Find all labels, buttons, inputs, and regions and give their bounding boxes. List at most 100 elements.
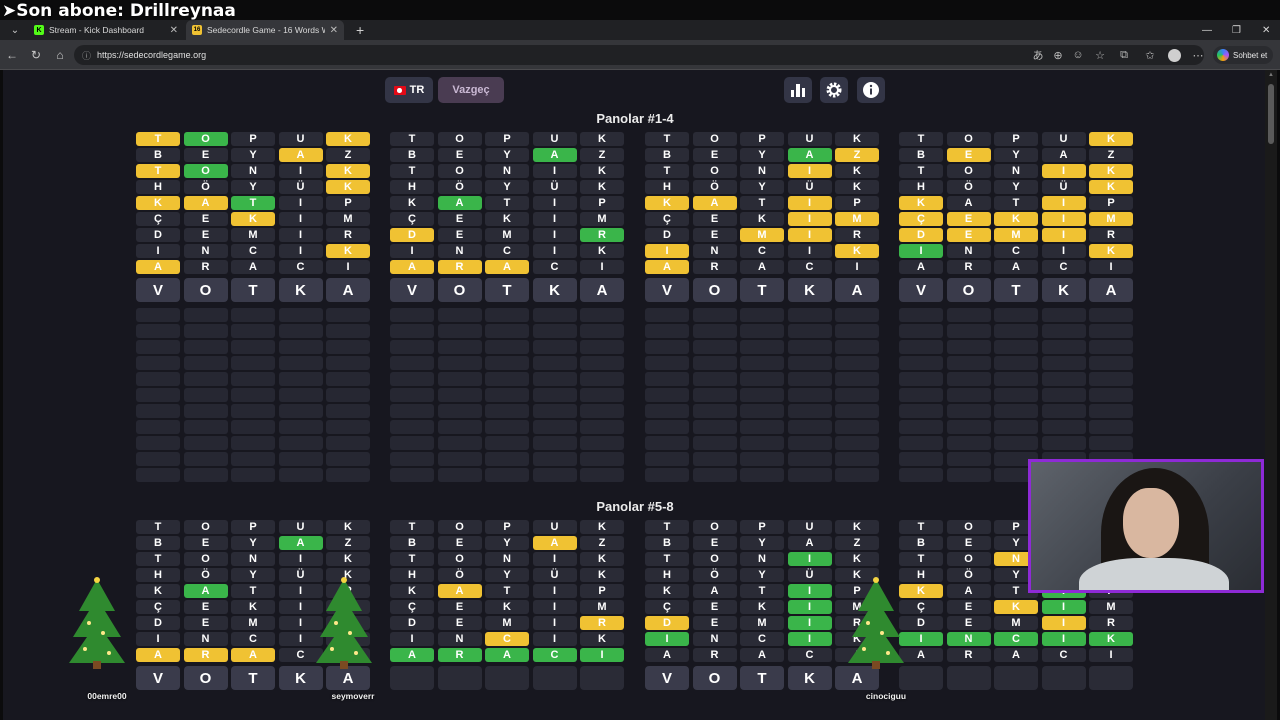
letter-tile: A: [532, 536, 577, 550]
letter-tile: I: [278, 164, 323, 178]
extensions-icon[interactable]: ⧉: [1120, 48, 1128, 61]
letter-tile: T: [994, 584, 1038, 598]
close-window-icon[interactable]: ✕: [1262, 24, 1271, 36]
letter-tile: R: [946, 260, 991, 274]
letter-tile: I: [532, 616, 577, 630]
empty-tile: [835, 388, 879, 402]
empty-tile: [645, 468, 689, 482]
letter-tile: P: [580, 196, 624, 210]
close-tab-icon[interactable]: ✕: [169, 24, 178, 36]
current-guess-tile: [899, 666, 943, 690]
empty-tile: [787, 388, 832, 402]
url-field[interactable]: ⓘ https://sedecordlegame.org: [74, 45, 1204, 65]
letter-tile: Ç: [899, 212, 943, 226]
letter-tile: I: [1041, 616, 1086, 630]
letter-tile: K: [740, 212, 784, 226]
profile-avatar-icon[interactable]: [1166, 47, 1182, 63]
maximize-icon[interactable]: ❐: [1232, 24, 1241, 36]
empty-tile: [1041, 388, 1086, 402]
empty-tile: [645, 340, 689, 354]
translate-icon[interactable]: あ: [1032, 50, 1044, 62]
letter-tile: Y: [485, 180, 529, 194]
turkey-flag-icon: [393, 85, 406, 95]
letter-tile: E: [946, 616, 991, 630]
empty-tile: [946, 388, 991, 402]
letter-tile: C: [994, 244, 1038, 258]
favorites-icon[interactable]: ✩: [1145, 49, 1155, 62]
scroll-up-icon[interactable]: ▲: [1268, 72, 1274, 78]
empty-tile: [994, 340, 1038, 354]
back-arrow-icon[interactable]: ←: [6, 48, 18, 62]
empty-tile: [1089, 404, 1133, 418]
empty-tile: [278, 340, 323, 354]
letter-tile: Ç: [390, 212, 434, 226]
letter-tile: A: [692, 584, 737, 598]
letter-tile: I: [532, 552, 577, 566]
give-up-button[interactable]: Vazgeç: [438, 77, 504, 103]
empty-tile: [136, 452, 180, 466]
favorite-star-icon[interactable]: ☆: [1095, 49, 1105, 62]
copilot-chat-button[interactable]: Sohbet et: [1213, 46, 1273, 64]
empty-tile: [946, 308, 991, 322]
letter-tile: I: [390, 632, 434, 646]
current-guess-tile: [532, 666, 577, 690]
tab-list-chevron-icon[interactable]: ⌄: [10, 24, 20, 36]
more-menu-icon[interactable]: ⋯: [1192, 49, 1204, 62]
empty-tile: [326, 404, 370, 418]
empty-tile: [787, 372, 832, 386]
letter-tile: R: [183, 648, 228, 662]
empty-tile: [231, 356, 275, 370]
empty-tile: [278, 468, 323, 482]
empty-tile: [692, 308, 737, 322]
letter-tile: I: [532, 632, 577, 646]
letter-tile: K: [994, 600, 1038, 614]
current-guess-tile: [390, 666, 434, 690]
letter-tile: A: [740, 648, 784, 662]
close-tab-icon[interactable]: ✕: [329, 24, 338, 36]
empty-tile: [1041, 308, 1086, 322]
current-guess-tile: O: [692, 666, 737, 690]
letter-tile: I: [1041, 600, 1086, 614]
empty-tile: [326, 356, 370, 370]
letter-tile: I: [580, 260, 624, 274]
empty-tile: [899, 436, 943, 450]
page-scrollbar[interactable]: ▲: [1265, 70, 1277, 720]
tab-sedecordle[interactable]: 16 Sedecordle Game - 16 Words Wo ✕: [186, 20, 344, 40]
reader-icon[interactable]: ☺: [1072, 49, 1084, 61]
empty-tile: [136, 468, 180, 482]
letter-tile: B: [136, 536, 180, 550]
stats-button[interactable]: [784, 77, 812, 103]
letter-tile: M: [835, 212, 879, 226]
letter-tile: P: [994, 132, 1038, 146]
empty-tile: [437, 436, 482, 450]
letter-tile: I: [326, 260, 370, 274]
info-button[interactable]: [857, 77, 885, 103]
minimize-icon[interactable]: —: [1202, 24, 1212, 36]
empty-tile: [835, 324, 879, 338]
letter-tile: H: [899, 568, 943, 582]
url-text: https://sedecordlegame.org: [97, 50, 207, 60]
home-icon[interactable]: ⌂: [56, 48, 64, 62]
letter-tile: O: [437, 520, 482, 534]
reload-icon[interactable]: ↻: [30, 48, 42, 62]
zoom-icon[interactable]: ⊕: [1053, 49, 1063, 62]
tab-kick-dashboard[interactable]: K Stream - Kick Dashboard ✕: [28, 20, 184, 40]
current-guess-tile: A: [835, 278, 879, 302]
letter-tile: K: [1089, 164, 1133, 178]
letter-tile: A: [645, 648, 689, 662]
empty-tile: [899, 404, 943, 418]
letter-tile: R: [946, 648, 991, 662]
empty-tile: [835, 468, 879, 482]
empty-tile: [437, 452, 482, 466]
letter-tile: O: [692, 520, 737, 534]
scroll-thumb[interactable]: [1268, 84, 1274, 144]
new-tab-button[interactable]: +: [356, 22, 365, 38]
site-info-icon[interactable]: ⓘ: [82, 50, 92, 61]
tab-label: Stream - Kick Dashboard: [49, 25, 144, 35]
empty-tile: [835, 452, 879, 466]
empty-tile: [390, 436, 434, 450]
language-button[interactable]: TR: [385, 77, 433, 103]
empty-tile: [183, 452, 228, 466]
empty-tile: [787, 452, 832, 466]
settings-button[interactable]: [820, 77, 848, 103]
